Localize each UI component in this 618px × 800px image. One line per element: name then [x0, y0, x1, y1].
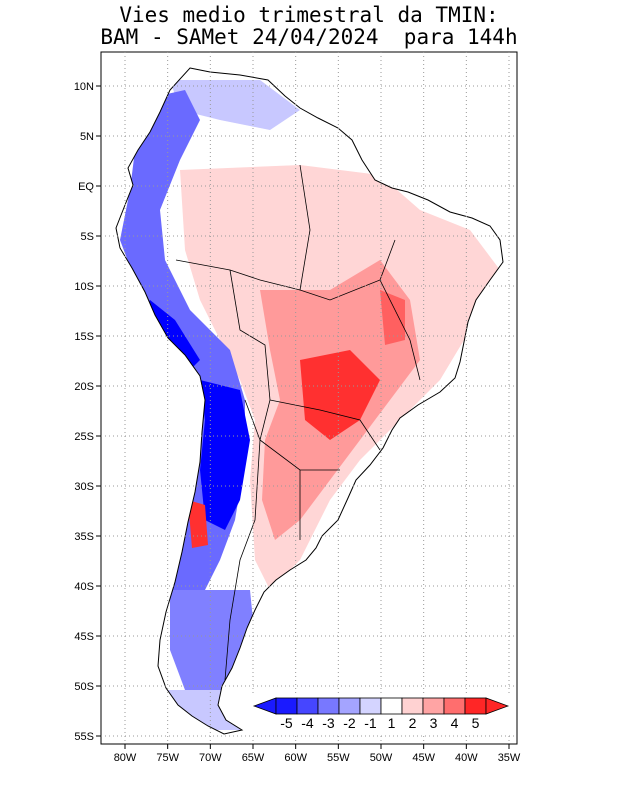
lat-tick-label: 10N — [74, 81, 94, 93]
lon-tick-label: 55W — [327, 752, 350, 764]
lat-tick-label: 20S — [74, 381, 94, 393]
colorbar-arrow-right — [485, 697, 510, 715]
lat-tick-label: 45S — [74, 631, 94, 643]
central-strong-red — [300, 350, 380, 440]
graticule — [96, 52, 517, 749]
lat-tick-label: EQ — [78, 181, 94, 193]
lat-tick-label: 5N — [80, 131, 94, 143]
lat-tick-label: 25S — [74, 431, 94, 443]
east-strong-red — [380, 290, 405, 345]
colorbar-label: 5 — [472, 715, 480, 731]
lon-tick-label: 80W — [114, 752, 137, 764]
colorbar-swatch — [443, 697, 466, 715]
lat-tick-label: 35S — [74, 531, 94, 543]
lat-tick-label: 15S — [74, 331, 94, 343]
colorbar-swatch — [338, 697, 361, 715]
lon-tick-label: 75W — [156, 752, 179, 764]
country-borders — [175, 164, 421, 681]
title-line-1: Vies medio trimestral da TMIN: — [119, 3, 499, 27]
colorbar-label: 2 — [409, 715, 417, 731]
lat-tick-label: 55S — [74, 731, 94, 743]
colorbar-label: -5 — [280, 715, 293, 731]
map-title: Vies medio trimestral da TMIN: BAM - SAM… — [0, 4, 618, 48]
lat-tick-label: 5S — [81, 231, 94, 243]
lon-tick-label: 35W — [498, 752, 521, 764]
colorbar-label: -2 — [343, 715, 356, 731]
title-line-2: BAM - SAMet 24/04/2024 para 144h — [100, 25, 518, 49]
colorbar-swatch — [401, 697, 424, 715]
colorbar-label: 3 — [430, 715, 438, 731]
colorbar-swatch — [296, 697, 319, 715]
colorbar-swatch — [464, 697, 487, 715]
lon-tick-label: 45W — [412, 752, 435, 764]
lon-tick-label: 65W — [242, 752, 265, 764]
lat-tick-label: 10S — [74, 281, 94, 293]
north-light-blue — [170, 80, 300, 130]
lat-tick-label: 40S — [74, 581, 94, 593]
colorbar-swatch — [275, 697, 298, 715]
colorbar-swatch — [317, 697, 340, 715]
lon-tick-label: 60W — [284, 752, 307, 764]
colorbar-label: -3 — [322, 715, 335, 731]
lat-tick-label: 50S — [74, 681, 94, 693]
lon-tick-label: 50W — [370, 752, 393, 764]
lat-tick-label: 30S — [74, 481, 94, 493]
colorbar-swatch — [359, 697, 382, 715]
chile-deep-blue — [200, 380, 250, 530]
colorbar-label: -1 — [364, 715, 377, 731]
colorbar-label: -4 — [301, 715, 314, 731]
tick-labels: 80W 75W 70W 65W 60W 55W 50W 45W 40W 35W 10N 5N EQ 5S 1… — [74, 81, 521, 764]
colorbar-label: 4 — [451, 715, 459, 731]
colorbar-swatch — [422, 697, 445, 715]
peru-deep-blue — [145, 300, 200, 370]
colorbar-swatch — [380, 697, 403, 715]
lon-tick-label: 40W — [455, 752, 478, 764]
colorbar-label: 1 — [388, 715, 396, 731]
colorbar: -5 -4 -3 -2 -1 1 2 3 4 5 — [250, 694, 515, 734]
lon-tick-label: 70W — [199, 752, 222, 764]
